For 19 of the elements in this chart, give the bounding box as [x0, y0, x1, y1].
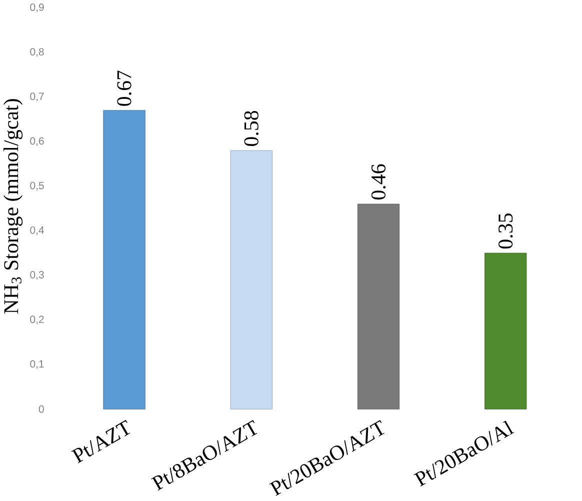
y-tick-label: 0,5: [30, 182, 44, 190]
y-tick-label: 0,2: [30, 316, 44, 324]
data-label: 0.46: [371, 164, 386, 200]
y-tick-label: 0: [38, 405, 44, 413]
bar: [103, 110, 146, 410]
y-tick-label: 0,7: [30, 92, 44, 102]
data-label: 0.35: [498, 213, 513, 248]
y-tick-label: 0,8: [30, 48, 44, 57]
y-tick-label: 0,9: [30, 3, 44, 12]
y-axis-title: NH$_{3}$ Storage (mmol/gcat): [3, 99, 23, 314]
bar: [357, 204, 400, 410]
y-tick-label: 0,1: [30, 360, 44, 369]
data-label: 0.58: [244, 110, 258, 146]
y-tick-label: 0,3: [30, 270, 44, 280]
y-tick-label: 0,4: [30, 226, 44, 235]
bar: [230, 150, 272, 410]
data-label: 0.67: [117, 70, 132, 106]
y-tick-label: 0,6: [30, 137, 44, 146]
bar: [484, 252, 527, 410]
